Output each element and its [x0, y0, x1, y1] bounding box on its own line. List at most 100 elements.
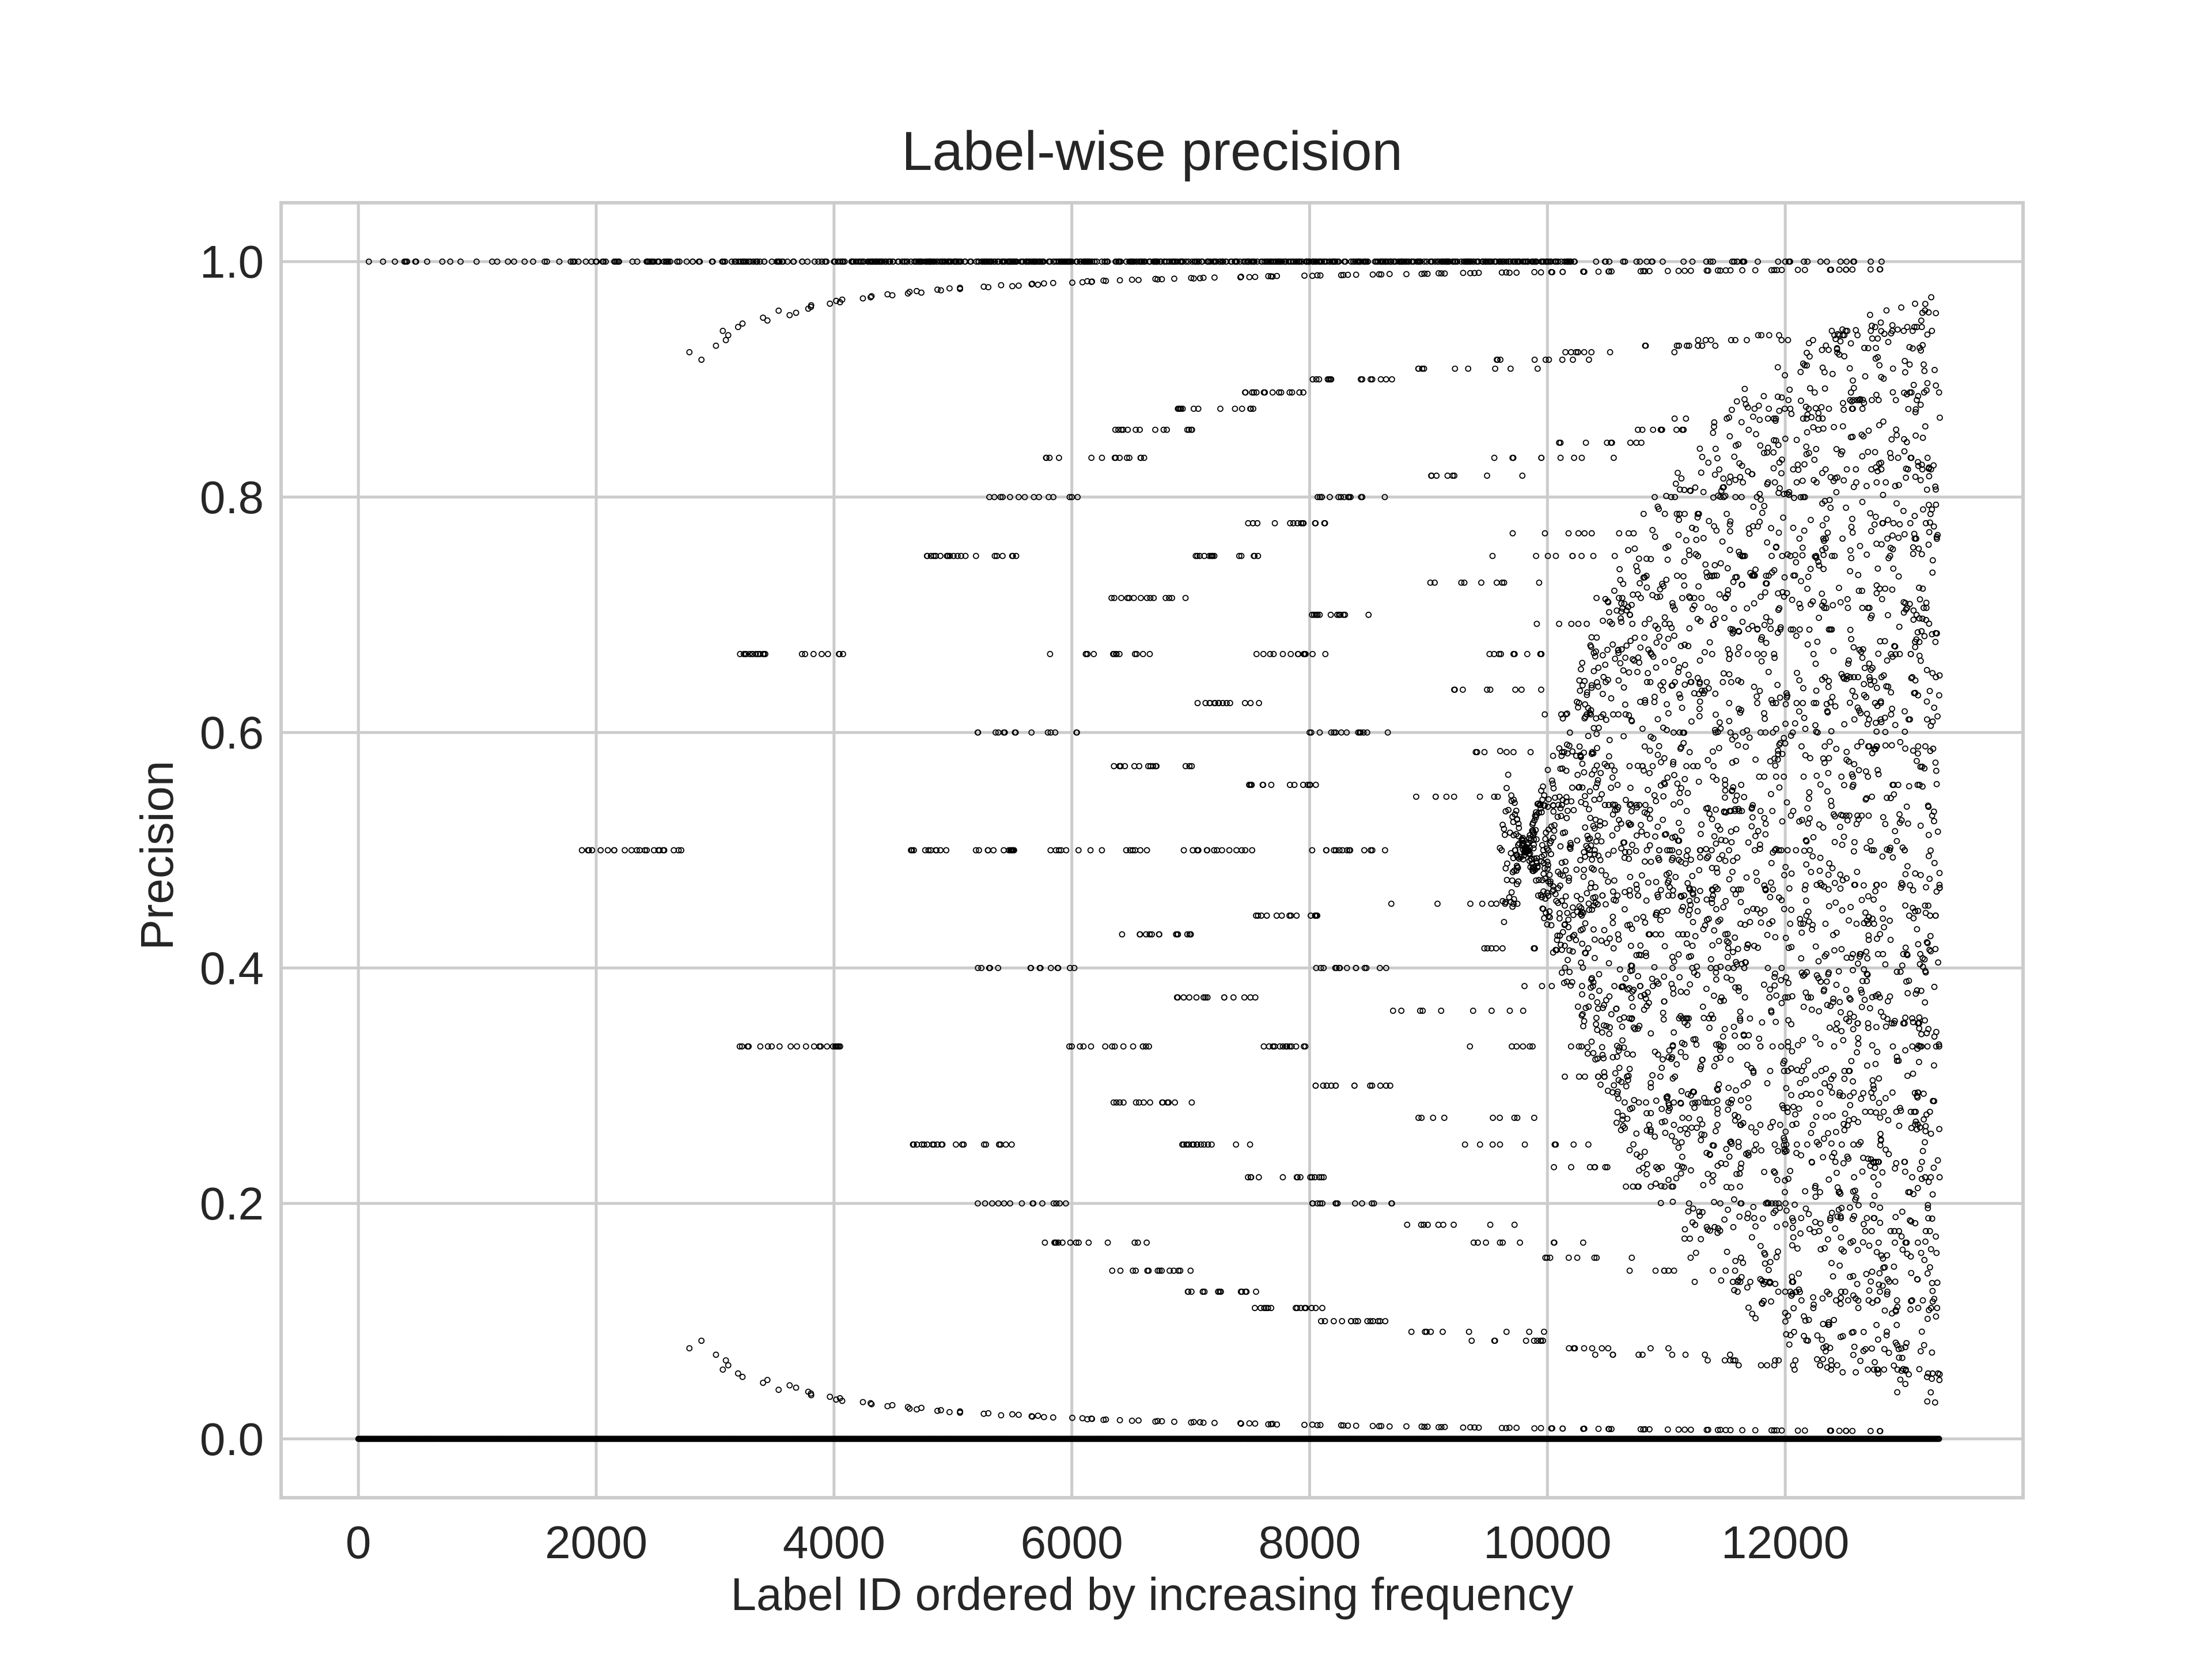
- data-point: [1056, 1200, 1063, 1207]
- data-point: [1920, 604, 1927, 611]
- data-point: [1683, 342, 1690, 349]
- data-point: [1785, 397, 1792, 403]
- data-point: [1649, 983, 1656, 990]
- data-point: [836, 651, 842, 657]
- data-point: [1757, 729, 1764, 736]
- data-point: [1785, 1043, 1791, 1050]
- data-point: [1734, 651, 1741, 657]
- data-point: [686, 349, 693, 355]
- data-point: [1650, 426, 1657, 433]
- data-point: [1460, 1424, 1467, 1431]
- data-point: [1211, 700, 1218, 706]
- data-point: [1724, 938, 1730, 945]
- data-point: [1720, 475, 1727, 482]
- data-point: [934, 286, 941, 293]
- data-point: [1628, 1254, 1635, 1261]
- data-point: [1755, 332, 1762, 339]
- data-point: [1853, 1369, 1859, 1376]
- data-point: [1467, 270, 1474, 276]
- data-point: [1796, 535, 1803, 542]
- data-point: [823, 258, 830, 265]
- data-point: [1722, 931, 1729, 938]
- data-point: [728, 258, 735, 265]
- data-point: [1868, 847, 1875, 854]
- data-point: [1801, 258, 1808, 265]
- data-point: [1866, 674, 1873, 680]
- data-point: [1790, 1218, 1797, 1224]
- data-point: [1599, 892, 1606, 899]
- data-point: [1909, 1174, 1915, 1181]
- data-point: [1233, 1141, 1240, 1148]
- data-point: [1741, 385, 1748, 392]
- data-point: [1863, 978, 1870, 984]
- data-point: [1136, 1099, 1142, 1106]
- data-point: [1557, 440, 1564, 446]
- data-point: [1250, 406, 1257, 412]
- data-point: [798, 651, 805, 657]
- data-point: [1162, 594, 1169, 601]
- data-point: [1852, 881, 1858, 888]
- data-point: [1424, 270, 1431, 277]
- data-point: [1316, 376, 1323, 382]
- data-point: [1728, 828, 1734, 835]
- data-point: [1520, 1043, 1527, 1050]
- data-point: [790, 258, 797, 265]
- data-point: [1896, 1354, 1903, 1361]
- data-point: [1910, 915, 1917, 922]
- data-point: [1926, 620, 1933, 627]
- data-point: [1810, 477, 1817, 483]
- data-point: [1728, 337, 1734, 343]
- data-point: [1687, 1426, 1694, 1433]
- data-point: [530, 258, 536, 265]
- data-point: [1319, 1305, 1325, 1312]
- data-point: [1798, 1215, 1805, 1222]
- data-point: [1381, 847, 1388, 854]
- data-point: [1047, 729, 1054, 736]
- data-point: [1316, 494, 1323, 501]
- data-point: [1869, 1300, 1876, 1306]
- data-point: [725, 1362, 732, 1369]
- data-point: [1551, 1164, 1558, 1171]
- data-point: [1111, 594, 1118, 601]
- data-point: [1812, 943, 1819, 950]
- data-point: [1206, 552, 1213, 559]
- data-point: [1605, 609, 1612, 616]
- data-point: [1732, 337, 1738, 343]
- data-point: [1725, 587, 1732, 593]
- data-point: [1031, 494, 1037, 501]
- data-point: [575, 258, 582, 265]
- data-point: [1833, 982, 1840, 988]
- data-point: [1850, 967, 1856, 974]
- data-point: [505, 258, 512, 265]
- data-point: [1929, 328, 1936, 334]
- data-point: [1200, 994, 1207, 1001]
- data-point: [1609, 641, 1616, 648]
- data-point: [1657, 1073, 1664, 1080]
- data-point: [1211, 274, 1218, 281]
- data-point: [1664, 774, 1671, 781]
- data-point: [1646, 268, 1653, 275]
- data-point: [1895, 573, 1902, 580]
- data-point: [1933, 382, 1940, 389]
- data-point: [1883, 1332, 1890, 1339]
- data-point: [1296, 389, 1303, 396]
- data-point: [1624, 1115, 1631, 1122]
- data-point: [1316, 729, 1323, 736]
- data-point: [1814, 638, 1821, 645]
- data-point: [1398, 1007, 1405, 1014]
- data-point: [1869, 397, 1875, 403]
- data-point: [1274, 272, 1281, 279]
- data-point: [1010, 847, 1017, 854]
- data-point: [1050, 1414, 1056, 1421]
- data-point: [1640, 510, 1647, 517]
- data-point: [1183, 258, 1190, 265]
- data-point: [1837, 1301, 1844, 1307]
- data-point: [1694, 897, 1700, 903]
- data-point: [1665, 1345, 1672, 1352]
- data-point: [1631, 546, 1638, 552]
- data-point: [1652, 494, 1658, 501]
- data-point: [676, 258, 683, 265]
- data-point: [997, 1141, 1004, 1148]
- data-point: [1806, 1226, 1813, 1233]
